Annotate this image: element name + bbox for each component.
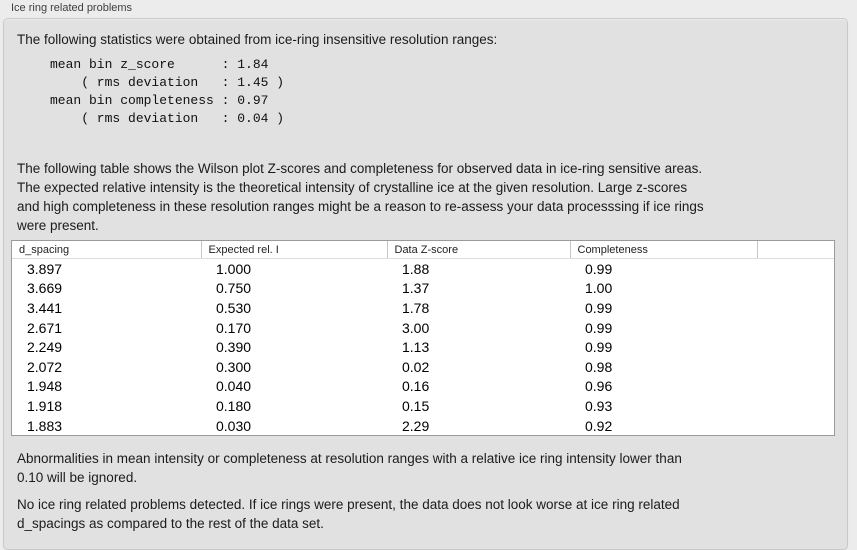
cell-completeness: 0.99	[585, 299, 613, 316]
cell-expected-rel-i: 0.180	[216, 397, 252, 414]
table-row[interactable]: 1.918 0.180 0.15 0.93	[12, 396, 834, 416]
stat-line-z-rms: ( rms deviation : 1.45 )	[50, 75, 285, 90]
table-row[interactable]: 3.669 0.750 1.37 1.00	[12, 279, 834, 299]
cell-filler	[757, 298, 834, 318]
cell-completeness: 0.99	[585, 319, 613, 336]
table-body: 3.897 1.000 1.88 0.99 3.669 0.750 1.37 1…	[12, 259, 834, 436]
ice-ring-list-ctrl: d_spacing Expected rel. I Data Z-score C…	[12, 241, 834, 435]
cell-completeness: 0.93	[585, 397, 613, 414]
table-row[interactable]: 3.441 0.530 1.78 0.99	[12, 298, 834, 318]
description-line: The expected relative intensity is the t…	[17, 180, 688, 195]
ice-ring-table: d_spacing Expected rel. I Data Z-score C…	[11, 240, 835, 437]
cell-expected-rel-i: 0.390	[216, 339, 252, 356]
stat-line-completeness: mean bin completeness : 0.97	[50, 93, 269, 108]
cell-filler	[757, 337, 834, 357]
cell-data-z-score: 0.02	[402, 358, 430, 375]
cell-completeness: 0.96	[585, 378, 613, 395]
cell-d-spacing: 3.441	[27, 299, 63, 316]
table-row[interactable]: 2.671 0.170 3.00 0.99	[12, 318, 834, 338]
verdict-text: No ice ring related problems detected. I…	[17, 495, 680, 533]
column-header-filler	[756, 241, 834, 259]
stats-intro-text: The following statistics were obtained f…	[17, 32, 498, 47]
cell-filler	[757, 357, 834, 377]
cell-filler	[757, 416, 834, 436]
cell-data-z-score: 0.16	[402, 378, 430, 395]
description-line: were present.	[17, 218, 99, 233]
description-line: The following table shows the Wilson plo…	[17, 161, 703, 176]
table-description: The following table shows the Wilson plo…	[17, 159, 704, 235]
cell-data-z-score: 1.37	[402, 280, 430, 297]
cell-expected-rel-i: 1.000	[216, 260, 252, 277]
column-header-data-z-score[interactable]: Data Z-score	[386, 241, 570, 259]
ice-ring-groupbox: The following statistics were obtained f…	[3, 18, 848, 550]
table-row[interactable]: 2.249 0.390 1.13 0.99	[12, 337, 834, 357]
cell-filler	[757, 279, 834, 299]
groupbox-title: Ice ring related problems	[11, 2, 133, 14]
column-header-completeness[interactable]: Completeness	[569, 241, 757, 259]
cell-filler	[757, 318, 834, 338]
cell-expected-rel-i: 0.750	[216, 280, 252, 297]
cell-d-spacing: 1.883	[27, 417, 63, 434]
cell-data-z-score: 1.13	[402, 339, 430, 356]
cell-d-spacing: 2.671	[27, 319, 63, 336]
cell-d-spacing: 1.948	[27, 378, 63, 395]
cell-expected-rel-i: 0.040	[216, 378, 252, 395]
cell-completeness: 0.92	[585, 417, 613, 434]
verdict-line: No ice ring related problems detected. I…	[17, 497, 680, 512]
cell-completeness: 0.99	[585, 339, 613, 356]
cell-data-z-score: 2.29	[402, 417, 430, 434]
cell-d-spacing: 2.072	[27, 358, 63, 375]
cell-filler	[757, 396, 834, 416]
cell-data-z-score: 0.15	[402, 397, 430, 414]
cell-filler	[757, 377, 834, 397]
cell-completeness: 0.98	[585, 358, 613, 375]
cell-d-spacing: 3.669	[27, 280, 63, 297]
cell-data-z-score: 1.88	[402, 260, 430, 277]
xtriage-ice-ring-panel: { "panel": { "title": "Ice ring related …	[3, 2, 848, 550]
stat-line-completeness-rms: ( rms deviation : 0.04 )	[50, 111, 285, 126]
stats-block: mean bin z_score : 1.84 ( rms deviation …	[50, 56, 284, 128]
table-row[interactable]: 3.897 1.000 1.88 0.99	[12, 259, 834, 279]
stat-line-z-score: mean bin z_score : 1.84	[50, 57, 269, 72]
cell-expected-rel-i: 0.170	[216, 319, 252, 336]
table-row[interactable]: 1.948 0.040 0.16 0.96	[12, 377, 834, 397]
cell-completeness: 1.00	[585, 280, 613, 297]
cell-expected-rel-i: 0.300	[216, 358, 252, 375]
description-line: and high completeness in these resolutio…	[17, 199, 704, 214]
column-header-expected-rel-i[interactable]: Expected rel. I	[200, 241, 387, 259]
cell-filler	[757, 259, 834, 279]
cell-d-spacing: 1.918	[27, 397, 63, 414]
verdict-line: d_spacings as compared to the rest of th…	[17, 516, 324, 531]
ignore-rule-text: Abnormalities in mean intensity or compl…	[17, 449, 682, 487]
table-row[interactable]: 2.072 0.300 0.02 0.98	[12, 357, 834, 377]
table-header: d_spacing Expected rel. I Data Z-score C…	[12, 241, 834, 259]
table-row[interactable]: 1.883 0.030 2.29 0.92	[12, 416, 834, 436]
cell-data-z-score: 1.78	[402, 299, 430, 316]
cell-completeness: 0.99	[585, 260, 613, 277]
column-header-d-spacing[interactable]: d_spacing	[12, 241, 201, 259]
cell-d-spacing: 3.897	[27, 260, 63, 277]
ignore-rule-line: 0.10 will be ignored.	[17, 470, 138, 485]
cell-d-spacing: 2.249	[27, 339, 63, 356]
ignore-rule-line: Abnormalities in mean intensity or compl…	[17, 451, 682, 466]
cell-data-z-score: 3.00	[402, 319, 430, 336]
cell-expected-rel-i: 0.030	[216, 417, 252, 434]
cell-expected-rel-i: 0.530	[216, 299, 252, 316]
